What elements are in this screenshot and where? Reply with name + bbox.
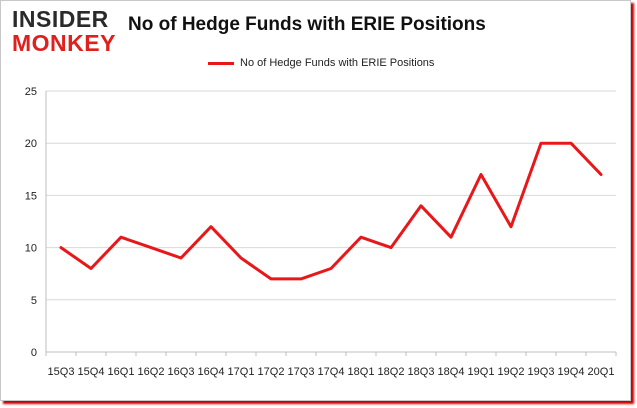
y-tick-label: 25 — [25, 86, 37, 98]
data-point — [509, 225, 513, 228]
x-tick-label: 16Q4 — [198, 366, 225, 378]
series-line-0 — [59, 141, 603, 281]
data-point — [389, 246, 393, 249]
x-tick-label: 17Q2 — [258, 366, 285, 378]
data-point — [329, 267, 333, 270]
data-point — [59, 246, 63, 249]
x-tick-label: 19Q2 — [498, 366, 525, 378]
y-tick-label: 0 — [31, 347, 37, 359]
x-tick-label: 16Q3 — [168, 366, 195, 378]
x-tick-label: 17Q3 — [288, 366, 315, 378]
logo-bottom-text: MONKEY — [12, 30, 116, 56]
x-tick-label: 18Q3 — [408, 366, 435, 378]
x-tick-label: 18Q2 — [378, 366, 405, 378]
y-tick-label: 15 — [25, 190, 37, 202]
data-point — [599, 173, 603, 176]
data-point — [269, 277, 273, 281]
chart-title: No of Hedge Funds with ERIE Positions — [128, 14, 486, 35]
data-point — [359, 235, 363, 239]
y-tick-label: 20 — [25, 138, 37, 150]
x-tick-label: 18Q1 — [348, 366, 375, 378]
y-tick-label: 5 — [31, 295, 37, 307]
data-point — [479, 173, 483, 176]
chart-legend: No of Hedge Funds with ERIE Positions — [208, 56, 434, 70]
data-point — [89, 267, 93, 270]
data-point — [179, 256, 183, 260]
data-point — [419, 204, 423, 208]
x-tick-label: 19Q1 — [468, 366, 495, 378]
data-point — [299, 277, 303, 281]
x-tick-label: 17Q4 — [318, 366, 345, 378]
x-tick-label: 15Q3 — [48, 366, 75, 378]
data-point — [209, 225, 213, 228]
x-tick-label: 20Q1 — [588, 366, 615, 378]
legend-swatch — [208, 61, 234, 65]
data-point — [569, 142, 573, 145]
data-point — [119, 235, 123, 239]
legend-label: No of Hedge Funds with ERIE Positions — [240, 57, 435, 69]
x-tick-label: 16Q1 — [108, 366, 135, 378]
y-tick-label: 10 — [25, 243, 37, 255]
x-tick-label: 19Q4 — [558, 366, 585, 378]
x-tick-label: 17Q1 — [228, 366, 255, 378]
logo-top-text: INSIDER — [12, 6, 109, 32]
chart-frame — [0, 0, 631, 401]
data-point — [239, 256, 243, 260]
insider-monkey-logo: INSIDER MONKEY — [12, 6, 122, 58]
x-tick-label: 15Q4 — [78, 366, 105, 378]
grid-layer — [46, 90, 616, 353]
x-tick-label: 16Q2 — [138, 366, 165, 378]
data-point — [539, 142, 543, 145]
data-point — [149, 246, 153, 249]
x-tick-label: 18Q4 — [438, 366, 465, 378]
series-layer — [59, 141, 603, 281]
data-point — [449, 235, 453, 239]
x-tick-label: 19Q3 — [528, 366, 555, 378]
